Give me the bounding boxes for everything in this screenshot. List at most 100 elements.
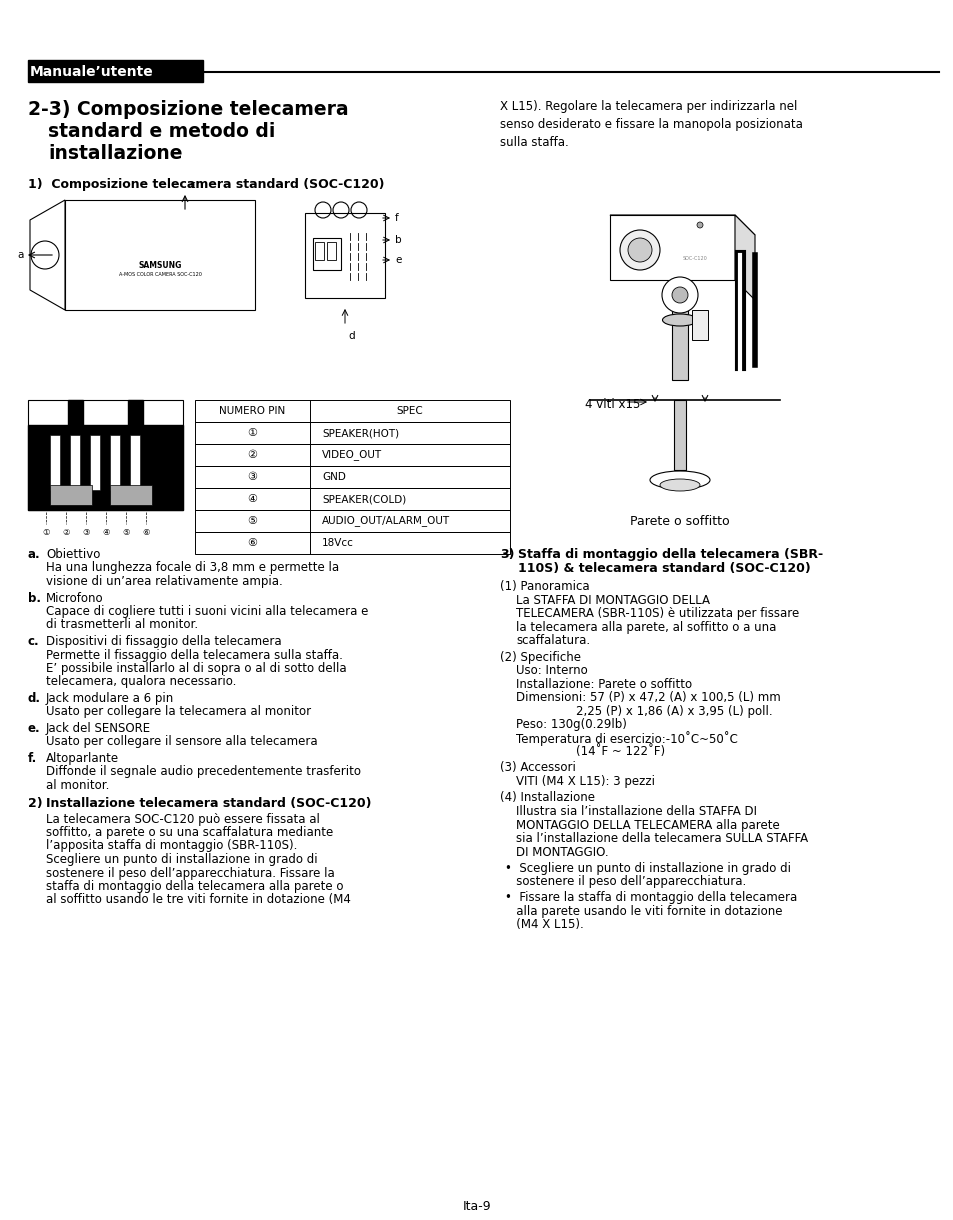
Text: Altoparlante: Altoparlante: [46, 752, 119, 765]
Text: (2) Specifiche: (2) Specifiche: [499, 650, 580, 664]
Text: Ha una lunghezza focale di 3,8 mm e permette la: Ha una lunghezza focale di 3,8 mm e perm…: [46, 561, 338, 575]
Text: Uso: Interno: Uso: Interno: [516, 664, 587, 677]
Text: Staffa di montaggio della telecamera (SBR-: Staffa di montaggio della telecamera (SB…: [517, 548, 822, 561]
Text: standard e metodo di: standard e metodo di: [48, 122, 275, 142]
Text: c.: c.: [28, 634, 40, 648]
Text: Peso: 130g(0.29lb): Peso: 130g(0.29lb): [516, 719, 626, 731]
Text: La STAFFA DI MONTAGGIO DELLA: La STAFFA DI MONTAGGIO DELLA: [516, 593, 709, 606]
Bar: [50, 436, 60, 490]
Bar: [194, 400, 510, 422]
Text: 3): 3): [499, 548, 514, 561]
Bar: [194, 444, 510, 466]
Text: NUMERO PIN: NUMERO PIN: [218, 406, 285, 416]
Text: AUDIO_OUT/ALARM_OUT: AUDIO_OUT/ALARM_OUT: [322, 516, 450, 527]
Circle shape: [671, 287, 687, 303]
Text: b: b: [395, 235, 401, 245]
Text: (14˚F ~ 122˚F): (14˚F ~ 122˚F): [516, 745, 664, 758]
Bar: [194, 488, 510, 510]
Text: •  Scegliere un punto di installazione in grado di: • Scegliere un punto di installazione in…: [504, 863, 790, 875]
Text: Installazione telecamera standard (SOC-C120): Installazione telecamera standard (SOC-C…: [46, 798, 371, 810]
Circle shape: [697, 222, 702, 228]
Text: ①: ①: [42, 528, 50, 537]
Text: Illustra sia l’installazione della STAFFA DI: Illustra sia l’installazione della STAFF…: [516, 805, 757, 817]
Text: Usato per collegare il sensore alla telecamera: Usato per collegare il sensore alla tele…: [46, 736, 317, 749]
Text: La telecamera SOC-C120 può essere fissata al: La telecamera SOC-C120 può essere fissat…: [46, 813, 319, 826]
Text: staffa di montaggio della telecamera alla parete o: staffa di montaggio della telecamera all…: [46, 880, 343, 893]
Text: Ita-9: Ita-9: [462, 1200, 491, 1213]
Text: MONTAGGIO DELLA TELECAMERA alla parete: MONTAGGIO DELLA TELECAMERA alla parete: [516, 819, 779, 832]
Text: ①: ①: [247, 428, 256, 438]
Text: Dimensioni: 57 (P) x 47,2 (A) x 100,5 (L) mm: Dimensioni: 57 (P) x 47,2 (A) x 100,5 (L…: [516, 691, 780, 704]
Bar: [194, 510, 510, 532]
Text: ②: ②: [62, 528, 70, 537]
Ellipse shape: [661, 314, 697, 326]
Text: e.: e.: [28, 722, 41, 734]
Bar: [110, 436, 120, 490]
Text: ④: ④: [102, 528, 110, 537]
Polygon shape: [673, 400, 685, 470]
Text: f: f: [395, 214, 398, 223]
Text: ②: ②: [247, 450, 256, 460]
Text: SAMSUNG: SAMSUNG: [138, 261, 181, 270]
Text: di trasmetterli al monitor.: di trasmetterli al monitor.: [46, 619, 198, 632]
Text: Installazione: Parete o soffitto: Installazione: Parete o soffitto: [516, 677, 691, 691]
Text: (M4 X L15).: (M4 X L15).: [504, 917, 583, 931]
Bar: [65, 200, 254, 310]
Text: Manuale’utente: Manuale’utente: [30, 65, 153, 79]
Text: ⑥: ⑥: [142, 528, 150, 537]
Text: Diffonde il segnale audio precedentemente trasferito: Diffonde il segnale audio precedentement…: [46, 765, 360, 778]
Bar: [194, 466, 510, 488]
Text: ⑤: ⑤: [247, 516, 256, 526]
Text: SPEC: SPEC: [396, 406, 423, 416]
Text: ⑤: ⑤: [122, 528, 130, 537]
Text: A-MOS COLOR CAMERA SOC-C120: A-MOS COLOR CAMERA SOC-C120: [118, 272, 201, 277]
Text: SOC-C120: SOC-C120: [682, 256, 706, 261]
Ellipse shape: [659, 479, 700, 490]
Text: ③: ③: [247, 472, 256, 482]
Circle shape: [627, 238, 651, 262]
Text: 2,25 (P) x 1,86 (A) x 3,95 (L) poll.: 2,25 (P) x 1,86 (A) x 3,95 (L) poll.: [516, 704, 772, 717]
Text: (1) Panoramica: (1) Panoramica: [499, 580, 589, 593]
Bar: [110, 486, 152, 505]
Text: al soffitto usando le tre viti fornite in dotazione (M4: al soffitto usando le tre viti fornite i…: [46, 893, 351, 906]
Bar: [28, 400, 183, 510]
Text: 2): 2): [28, 798, 43, 810]
Bar: [194, 422, 510, 444]
Bar: [28, 60, 203, 82]
Text: ⑥: ⑥: [247, 538, 256, 548]
Text: telecamera, qualora necessario.: telecamera, qualora necessario.: [46, 676, 236, 688]
Text: a: a: [17, 250, 24, 260]
Text: 1)  Composizione telecamera standard (SOC-C120): 1) Composizione telecamera standard (SOC…: [28, 178, 384, 192]
Bar: [314, 242, 324, 260]
Text: sostenere il peso dell’apparecchiatura.: sostenere il peso dell’apparecchiatura.: [504, 876, 745, 888]
Circle shape: [619, 231, 659, 270]
Text: 110S) & telecamera standard (SOC-C120): 110S) & telecamera standard (SOC-C120): [517, 562, 810, 575]
Text: GND: GND: [322, 472, 346, 482]
Text: Capace di cogliere tutti i suoni vicini alla telecamera e: Capace di cogliere tutti i suoni vicini …: [46, 605, 368, 619]
Circle shape: [661, 277, 698, 314]
Text: 4 viti x15: 4 viti x15: [584, 399, 639, 411]
Text: alla parete usando le viti fornite in dotazione: alla parete usando le viti fornite in do…: [504, 904, 781, 917]
Text: (3) Accessori: (3) Accessori: [499, 761, 576, 775]
Text: X L15). Regolare la telecamera per indirizzarla nel
senso desiderato e fissare l: X L15). Regolare la telecamera per indir…: [499, 100, 802, 149]
Text: 18Vcc: 18Vcc: [322, 538, 354, 548]
Text: TELECAMERA (SBR-110S) è utilizzata per fissare: TELECAMERA (SBR-110S) è utilizzata per f…: [516, 608, 799, 620]
Text: b.: b.: [28, 592, 41, 604]
Text: la telecamera alla parete, al soffitto o a una: la telecamera alla parete, al soffitto o…: [516, 621, 776, 633]
Text: sostenere il peso dell’apparecchiatura. Fissare la: sostenere il peso dell’apparecchiatura. …: [46, 866, 335, 880]
Text: SPEAKER(COLD): SPEAKER(COLD): [322, 494, 406, 504]
Text: Parete o soffitto: Parete o soffitto: [630, 515, 729, 528]
Polygon shape: [691, 310, 707, 340]
Polygon shape: [671, 281, 687, 379]
Bar: [327, 242, 335, 260]
Text: c: c: [189, 181, 194, 190]
Text: Obiettivo: Obiettivo: [46, 548, 100, 561]
Bar: [313, 238, 340, 270]
Text: soffitto, a parete o su una scaffalatura mediante: soffitto, a parete o su una scaffalatura…: [46, 826, 333, 839]
Text: d: d: [348, 331, 355, 342]
Bar: [50, 486, 91, 505]
Text: Permette il fissaggio della telecamera sulla staffa.: Permette il fissaggio della telecamera s…: [46, 649, 342, 661]
Text: d.: d.: [28, 692, 41, 705]
Text: Jack modulare a 6 pin: Jack modulare a 6 pin: [46, 692, 174, 705]
Bar: [194, 532, 510, 554]
